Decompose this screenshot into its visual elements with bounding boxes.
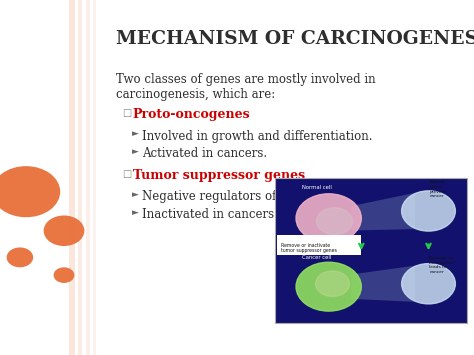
Circle shape	[317, 208, 352, 235]
Polygon shape	[352, 266, 415, 302]
Text: Tumor suppressor genes: Tumor suppressor genes	[133, 169, 305, 182]
Bar	[275, 178, 467, 323]
Text: Damage to
both genes
leads to
cancer: Damage to both genes leads to cancer	[429, 256, 454, 274]
Bar	[93, 0, 96, 355]
Text: MECHANISM OF CARCINOGENESIS: MECHANISM OF CARCINOGENESIS	[116, 30, 474, 48]
Bar	[78, 0, 82, 355]
Text: Negative regulators of growth.: Negative regulators of growth.	[142, 190, 327, 203]
Text: ►: ►	[132, 190, 139, 199]
Text: Two classes of genes are mostly involved in
carcinogenesis, which are:: Two classes of genes are mostly involved…	[116, 73, 376, 101]
Circle shape	[401, 264, 456, 304]
Bar	[69, 0, 75, 355]
Bar	[86, 0, 90, 355]
FancyBboxPatch shape	[277, 235, 361, 255]
Text: ►: ►	[132, 147, 139, 156]
Text: Normal
genes
prevent
cancer: Normal genes prevent cancer	[429, 180, 447, 198]
Text: Inactivated in cancers.: Inactivated in cancers.	[142, 208, 278, 221]
Polygon shape	[352, 193, 415, 230]
Circle shape	[296, 194, 361, 243]
Text: ►: ►	[132, 208, 139, 217]
Text: ►: ►	[132, 130, 139, 138]
Circle shape	[7, 247, 33, 267]
Text: Proto-oncogenes: Proto-oncogenes	[133, 108, 250, 121]
Text: Activated in cancers.: Activated in cancers.	[142, 147, 267, 160]
Circle shape	[44, 215, 84, 246]
Text: Involved in growth and differentiation.: Involved in growth and differentiation.	[142, 130, 373, 143]
Circle shape	[401, 191, 456, 231]
Circle shape	[0, 166, 60, 217]
Circle shape	[316, 271, 349, 296]
Circle shape	[296, 262, 361, 311]
Text: □: □	[122, 169, 132, 179]
Text: Normal cell: Normal cell	[302, 185, 332, 190]
Text: □: □	[122, 108, 132, 118]
Circle shape	[54, 267, 74, 283]
Text: Cancer cell: Cancer cell	[302, 255, 331, 260]
Text: Remove or inactivate
tumor suppressor genes: Remove or inactivate tumor suppressor ge…	[281, 243, 337, 253]
